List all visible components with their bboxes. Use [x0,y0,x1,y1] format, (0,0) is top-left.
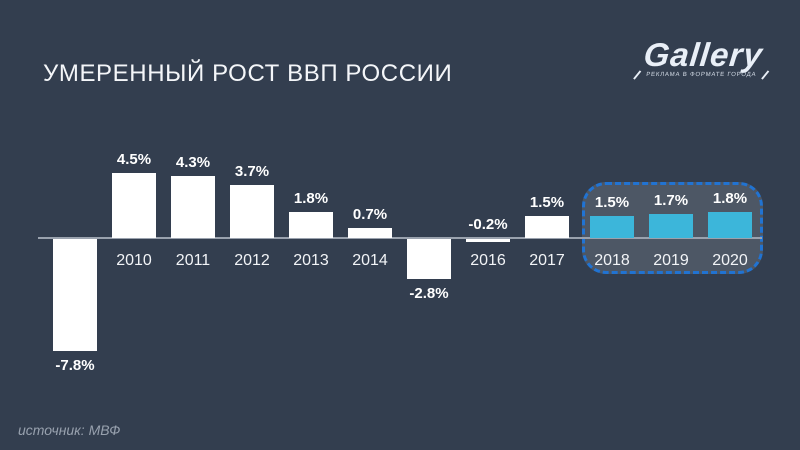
bar [171,176,215,238]
year-label: 2013 [293,252,329,269]
year-label: 2018 [594,252,630,269]
bar [525,216,569,238]
bar [230,185,274,238]
bar [708,212,752,238]
year-label: 2014 [352,252,388,269]
bar-value-label: -0.2% [468,216,508,233]
year-label: 2012 [234,252,270,269]
year-label: 2017 [529,252,565,269]
bar-value-label: 4.5% [116,151,152,168]
year-label: 2010 [116,252,152,269]
bar-value-label: 1.7% [653,192,689,209]
year-label: 2011 [175,252,211,269]
year-label: 2020 [712,252,748,269]
bar [407,239,451,279]
page-title: УМЕРЕННЫЙ РОСТ ВВП РОССИИ [43,60,453,87]
bar-value-label: 1.8% [293,190,329,207]
bar-value-label: 0.7% [352,206,388,223]
bar [112,173,156,238]
year-label: 2016 [470,252,506,269]
bar-value-label: 1.8% [712,190,748,207]
bar-value-label: -2.8% [409,285,449,302]
bar-value-label: 3.7% [234,163,270,180]
bar-value-label: 4.3% [175,154,211,171]
chart-axis [38,237,762,239]
bar-value-label: 1.5% [529,194,565,211]
bar [348,228,392,238]
bar [289,212,333,238]
bar [466,239,510,242]
bar-value-label: -7.8% [55,357,95,374]
year-label: 2019 [653,252,689,269]
bar [649,214,693,238]
source-note: источник: МВФ [18,422,121,438]
bar [53,239,97,351]
bar [590,216,634,238]
bar-value-label: 1.5% [594,194,630,211]
